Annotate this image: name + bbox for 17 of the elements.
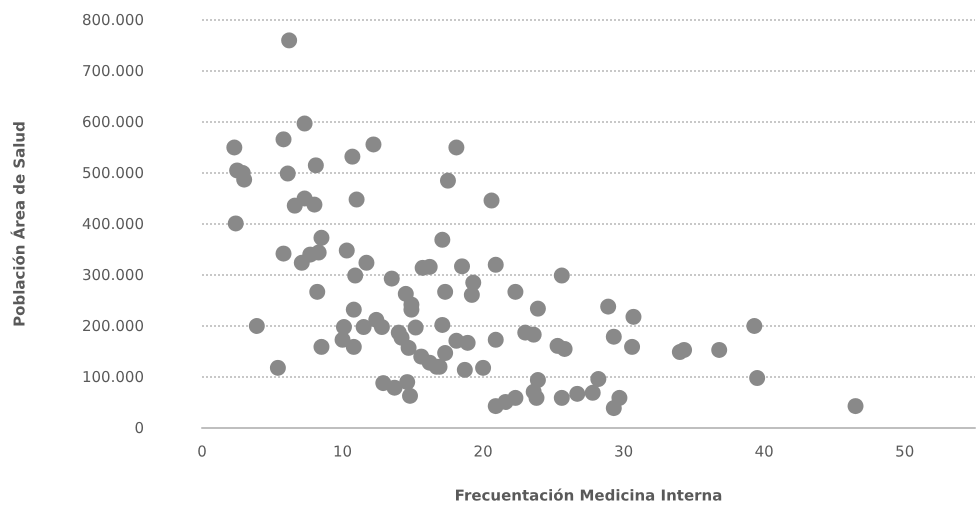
y-tick-label: 600.000 — [82, 113, 144, 131]
y-tick-label: 500.000 — [82, 164, 144, 182]
x-tick-label: 10 — [333, 442, 352, 460]
x-tick-label: 20 — [474, 442, 493, 460]
x-tick-label: 50 — [895, 442, 914, 460]
x-axis-title: Frecuentación Medicina Interna — [454, 486, 722, 504]
x-tick-label: 0 — [197, 442, 207, 460]
y-tick-label: 800.000 — [82, 11, 144, 29]
y-tick-label: 0 — [134, 419, 144, 437]
y-tick-label: 700.000 — [82, 62, 144, 80]
y-tick-label: 100.000 — [82, 368, 144, 386]
y-axis-title: Población Área de Salud — [10, 121, 28, 327]
y-tick-label: 300.000 — [82, 266, 144, 284]
y-tick-label: 400.000 — [82, 215, 144, 233]
x-tick-label: 40 — [754, 442, 774, 460]
y-tick-label: 200.000 — [82, 317, 144, 335]
x-tick-label: 30 — [614, 442, 634, 460]
